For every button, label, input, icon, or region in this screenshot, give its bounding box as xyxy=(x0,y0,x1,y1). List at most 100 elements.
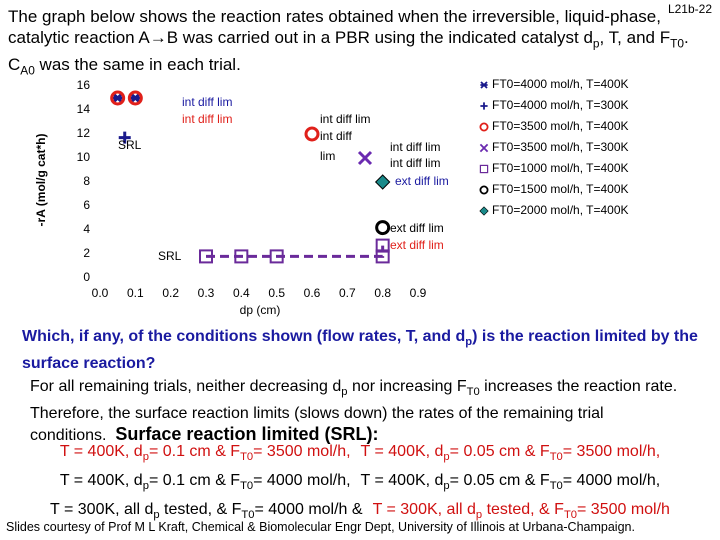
data-point xyxy=(375,220,391,236)
legend-label: FT0=1500 mol/h, T=400K xyxy=(492,182,629,196)
answer-text: For all remaining trials, neither decrea… xyxy=(30,378,677,444)
x-tick-label: 0.4 xyxy=(233,286,250,300)
text-run: = 0.1 cm & F xyxy=(148,443,241,460)
y-tick-label: 16 xyxy=(77,78,91,92)
subscript: T0 xyxy=(549,451,563,464)
data-point xyxy=(374,174,391,190)
annotation: int diff lim xyxy=(390,156,440,170)
text-run: tested, & F xyxy=(159,501,242,519)
annotation: ext diff lim xyxy=(390,221,444,235)
subscript: T0 xyxy=(670,36,684,51)
text-run: ) is the reaction limited by the surface… xyxy=(22,328,698,373)
data-point xyxy=(375,249,390,264)
subscript: p xyxy=(341,386,348,399)
data-point xyxy=(234,249,249,264)
data-point xyxy=(269,249,284,264)
data-point xyxy=(110,90,126,106)
annotation: int diff xyxy=(320,129,352,143)
x-tick-label: 0.7 xyxy=(339,286,356,300)
subscript: p xyxy=(153,509,160,522)
condition: T = 300K, all dp tested, & FT0= 4000 mol… xyxy=(50,501,363,521)
text-run: increases the reaction rate. Therefore, … xyxy=(30,378,678,445)
y-tick-label: 6 xyxy=(83,198,90,212)
subscript: T0 xyxy=(466,386,480,399)
legend-marker xyxy=(479,206,489,216)
condition-line: T = 400K, dp= 0.1 cm & FT0= 4000 mol/h, T… xyxy=(0,469,720,498)
y-tick-label: 14 xyxy=(77,102,91,116)
subscript: T0 xyxy=(563,509,577,522)
subscript: p xyxy=(142,451,149,464)
y-tick-label: 2 xyxy=(83,246,90,260)
answer: For all remaining trials, neither decrea… xyxy=(30,376,710,446)
text-run: = 0.05 cm & F xyxy=(449,443,550,460)
condition: T = 300K, all dp tested, & FT0= 3500 mol… xyxy=(372,501,670,521)
y-tick-label: 4 xyxy=(83,222,90,236)
intro: The graph below shows the reaction rates… xyxy=(8,6,710,82)
subscript: T0 xyxy=(549,480,563,493)
condition-line: T = 300K, all dp tested, & FT0= 4000 mol… xyxy=(0,498,720,527)
text-run: = 4000 mol/h & xyxy=(254,501,363,519)
legend-label: FT0=1000 mol/h, T=400K xyxy=(492,161,629,175)
subscript: T0 xyxy=(240,451,254,464)
text-run: , T, and F xyxy=(599,28,671,47)
subscript: p xyxy=(142,480,149,493)
text-run: Which, if any, of the conditions shown (… xyxy=(22,328,466,345)
x-tick-label: 0.3 xyxy=(198,286,215,300)
legend-marker xyxy=(479,185,489,195)
annotation: lim xyxy=(320,149,335,163)
x-axis-label: dp (cm) xyxy=(240,303,281,317)
condition-line: T = 400K, dp= 0.1 cm & FT0= 3500 mol/h, T… xyxy=(0,440,720,469)
x-tick-label: 0.0 xyxy=(92,286,109,300)
subscript: p xyxy=(443,451,450,464)
x-tick-label: 0.8 xyxy=(374,286,391,300)
text-run: T = 300K, all d xyxy=(372,501,476,519)
legend-marker xyxy=(479,143,489,153)
data-point xyxy=(199,249,213,264)
x-tick-label: 0.6 xyxy=(304,286,321,300)
data-point xyxy=(127,90,143,106)
annotation: ext diff lim xyxy=(395,174,449,188)
answer-heading: Surface reaction limited (SRL): xyxy=(115,424,379,445)
annotation: int diff lim xyxy=(390,140,440,154)
legend-marker xyxy=(480,102,488,110)
subscript: T0 xyxy=(240,480,254,493)
text-run: = 3500 mol/h, xyxy=(253,443,351,460)
y-axis-label: -rA (mol/g cat*h) xyxy=(34,134,48,227)
x-tick-label: 0.1 xyxy=(127,286,144,300)
annotation: SRL xyxy=(158,249,182,263)
annotation: int diff lim xyxy=(320,112,370,126)
slide-number: L21b-22 xyxy=(667,2,712,16)
text-run: T = 400K, d xyxy=(59,472,143,490)
x-tick-label: 0.9 xyxy=(410,286,427,300)
y-tick-label: 8 xyxy=(83,174,90,188)
condition: T = 400K, dp= 0.05 cm & FT0= 4000 mol/h, xyxy=(361,472,661,493)
text-run: T = 400K, d xyxy=(59,443,143,460)
legend-marker xyxy=(479,122,489,132)
text-run: nor increasing F xyxy=(347,378,467,395)
text-run: = 3500 mol/h xyxy=(577,501,670,519)
legend-marker xyxy=(480,81,488,89)
text-run: The graph below shows the reaction rates… xyxy=(8,7,661,47)
subscript: T0 xyxy=(241,509,255,522)
data-point xyxy=(304,126,320,142)
text-run: T = 400K, d xyxy=(360,443,444,460)
y-tick-label: 10 xyxy=(77,150,91,164)
conditions: T = 400K, dp= 0.1 cm & FT0= 3500 mol/h, T… xyxy=(0,440,720,528)
annotation: int diff lim xyxy=(182,95,232,109)
text-run: = 0.1 cm & F xyxy=(148,472,241,490)
legend-label: FT0=3500 mol/h, T=400K xyxy=(492,119,629,133)
annotation: SRL xyxy=(118,138,142,152)
legend-label: FT0=3500 mol/h, T=300K xyxy=(492,140,629,154)
legend-label: FT0=4000 mol/h, T=400K xyxy=(492,77,629,91)
subscript: p xyxy=(475,509,483,522)
text-run: tested, & F xyxy=(482,501,564,519)
question: Which, if any, of the conditions shown (… xyxy=(22,326,712,374)
text-run: . C xyxy=(8,28,689,75)
annotation: int diff lim xyxy=(182,112,232,126)
subscript: p xyxy=(592,36,600,51)
y-tick-label: 0 xyxy=(83,270,90,284)
y-tick-label: 12 xyxy=(77,126,91,140)
text-run: = 4000 mol/h, xyxy=(253,472,351,490)
text-run: was the same in each trial. xyxy=(34,55,241,75)
